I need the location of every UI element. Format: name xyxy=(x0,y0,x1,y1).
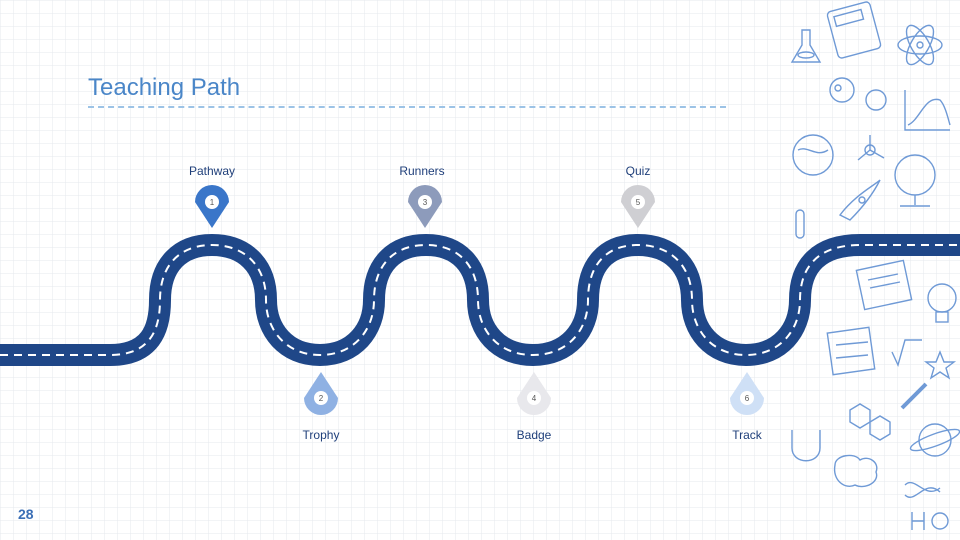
globe-icon xyxy=(792,134,834,176)
flask-icon xyxy=(790,29,822,63)
pin-number-badge xyxy=(527,391,541,405)
pin-number-badge xyxy=(631,195,645,209)
abacus-icon xyxy=(826,326,876,376)
milestone-pin-4: 4 xyxy=(517,372,551,415)
pin-number-text: 1 xyxy=(210,198,215,207)
milestone-label-5: Quiz xyxy=(625,164,651,178)
molecule-icon xyxy=(857,135,885,161)
page-number: 28 xyxy=(18,506,34,522)
pin-number-badge xyxy=(314,391,328,405)
lightbulb-icon xyxy=(927,283,957,323)
star-icon xyxy=(923,350,957,380)
page-title: Teaching Path xyxy=(88,74,241,101)
hexagon-molecule-icon xyxy=(849,403,891,441)
pin-number-text: 5 xyxy=(636,198,641,207)
brain-icon xyxy=(833,454,878,488)
pin-number-badge xyxy=(205,195,219,209)
earth-globe-icon xyxy=(894,154,936,207)
milestone-pin-1: 1 xyxy=(195,185,229,228)
magnet-icon xyxy=(791,430,821,462)
sqrt-icon xyxy=(891,339,922,368)
atom-icon xyxy=(897,24,943,66)
milestone-label-2: Trophy xyxy=(302,428,340,442)
science-doodles-decoration xyxy=(790,1,960,530)
dna-icon xyxy=(904,482,941,498)
microbe-icon xyxy=(829,77,887,111)
milestone-pin-5: 5 xyxy=(621,185,655,228)
calculator-icon xyxy=(826,1,882,59)
pin-number-text: 3 xyxy=(423,198,428,207)
milestone-pin-6: 6 xyxy=(730,372,764,415)
pin-number-text: 4 xyxy=(532,394,537,403)
rocket-icon xyxy=(838,179,881,221)
milestone-label-4: Badge xyxy=(516,428,552,442)
h2o-icon xyxy=(911,512,949,530)
milestone-label-1: Pathway xyxy=(188,164,236,178)
paper-icon xyxy=(855,259,913,311)
pin-number-badge xyxy=(740,391,754,405)
milestone-label-3: Runners xyxy=(399,164,445,178)
milestone-label-6: Track xyxy=(732,428,762,442)
test-tube-icon xyxy=(795,209,805,239)
thermometer-icon xyxy=(900,382,928,410)
planet-icon xyxy=(909,423,960,457)
graph-icon xyxy=(904,90,951,131)
milestone-pin-2: 2 xyxy=(304,372,338,415)
road-surface xyxy=(0,233,960,367)
milestone-pin-3: 3 xyxy=(408,185,442,228)
pin-number-text: 2 xyxy=(319,394,324,403)
pin-number-badge xyxy=(418,195,432,209)
pin-number-text: 6 xyxy=(745,394,750,403)
title-underline xyxy=(88,106,726,108)
